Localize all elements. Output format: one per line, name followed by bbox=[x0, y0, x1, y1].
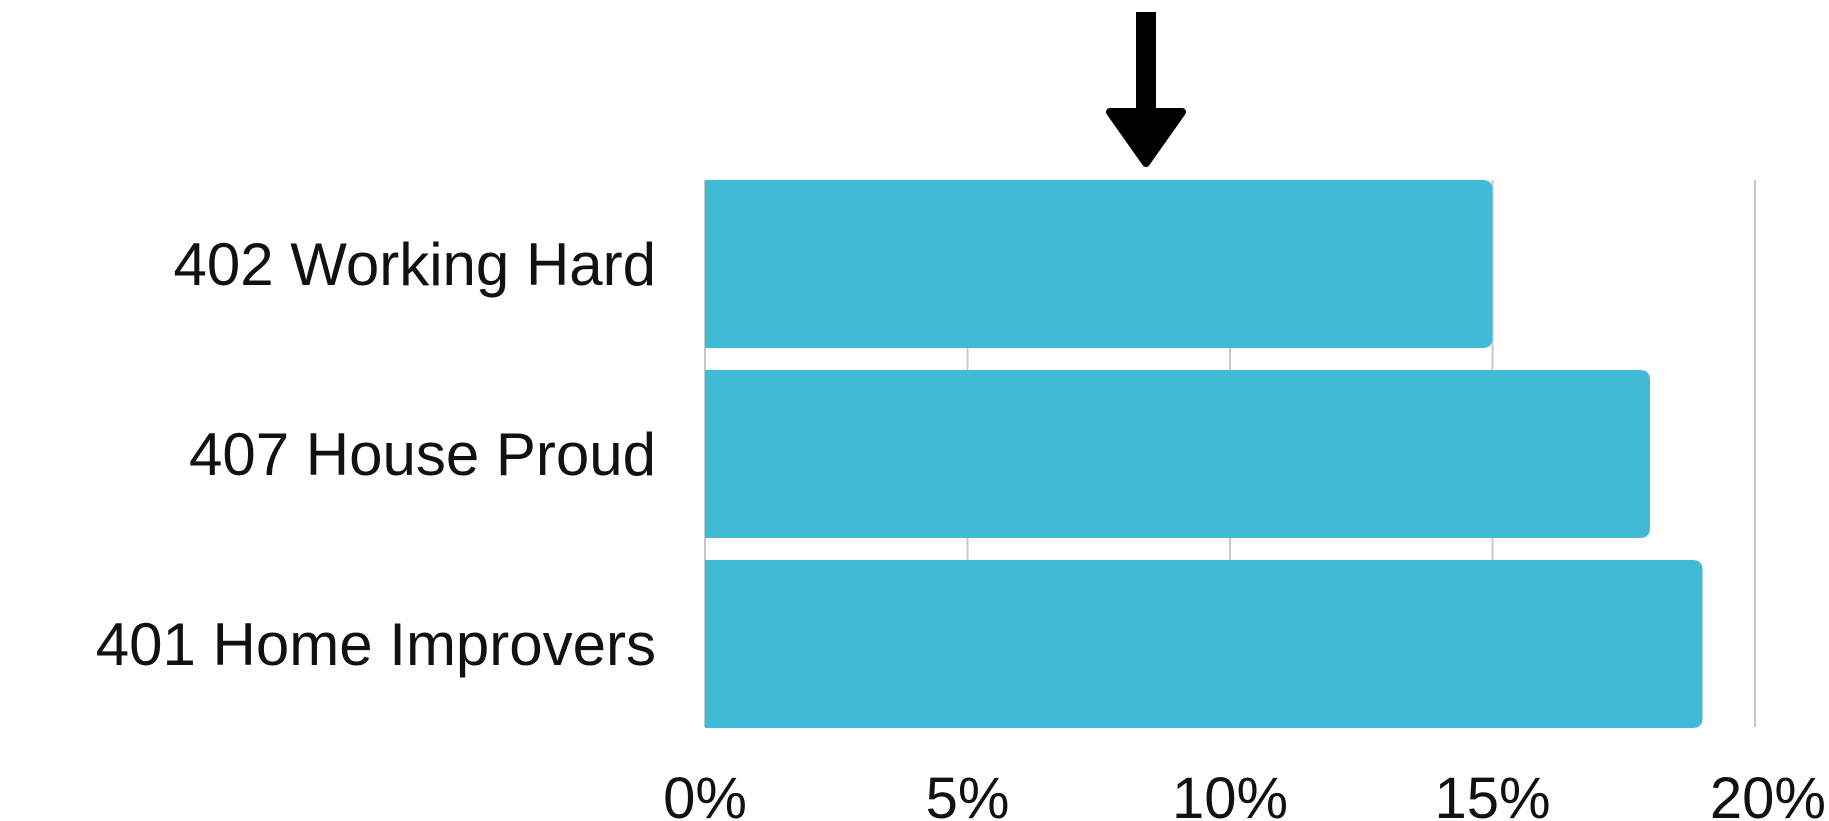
bar-1 bbox=[705, 180, 1493, 348]
category-label-1: 402 Working Hard bbox=[174, 231, 656, 298]
arrow-down-icon bbox=[1110, 112, 1182, 163]
x-tick-label-0: 0% bbox=[663, 766, 747, 821]
bar-3 bbox=[705, 560, 1703, 728]
x-tick-label-3: 15% bbox=[1434, 766, 1550, 821]
category-label-2: 407 House Proud bbox=[189, 421, 656, 488]
category-label-3: 401 Home Improvers bbox=[96, 611, 656, 678]
bars bbox=[705, 180, 1703, 728]
annotation-arrow bbox=[1110, 12, 1182, 163]
x-tick-label-2: 10% bbox=[1172, 766, 1288, 821]
x-axis-tick-labels: 0% 5% 10% 15% 20% bbox=[663, 766, 1826, 821]
category-labels: 402 Working Hard 407 House Proud 401 Home … bbox=[96, 231, 656, 678]
x-tick-label-4: 20% bbox=[1710, 766, 1826, 821]
x-tick-label-1: 5% bbox=[926, 766, 1010, 821]
bar-2 bbox=[705, 370, 1650, 538]
